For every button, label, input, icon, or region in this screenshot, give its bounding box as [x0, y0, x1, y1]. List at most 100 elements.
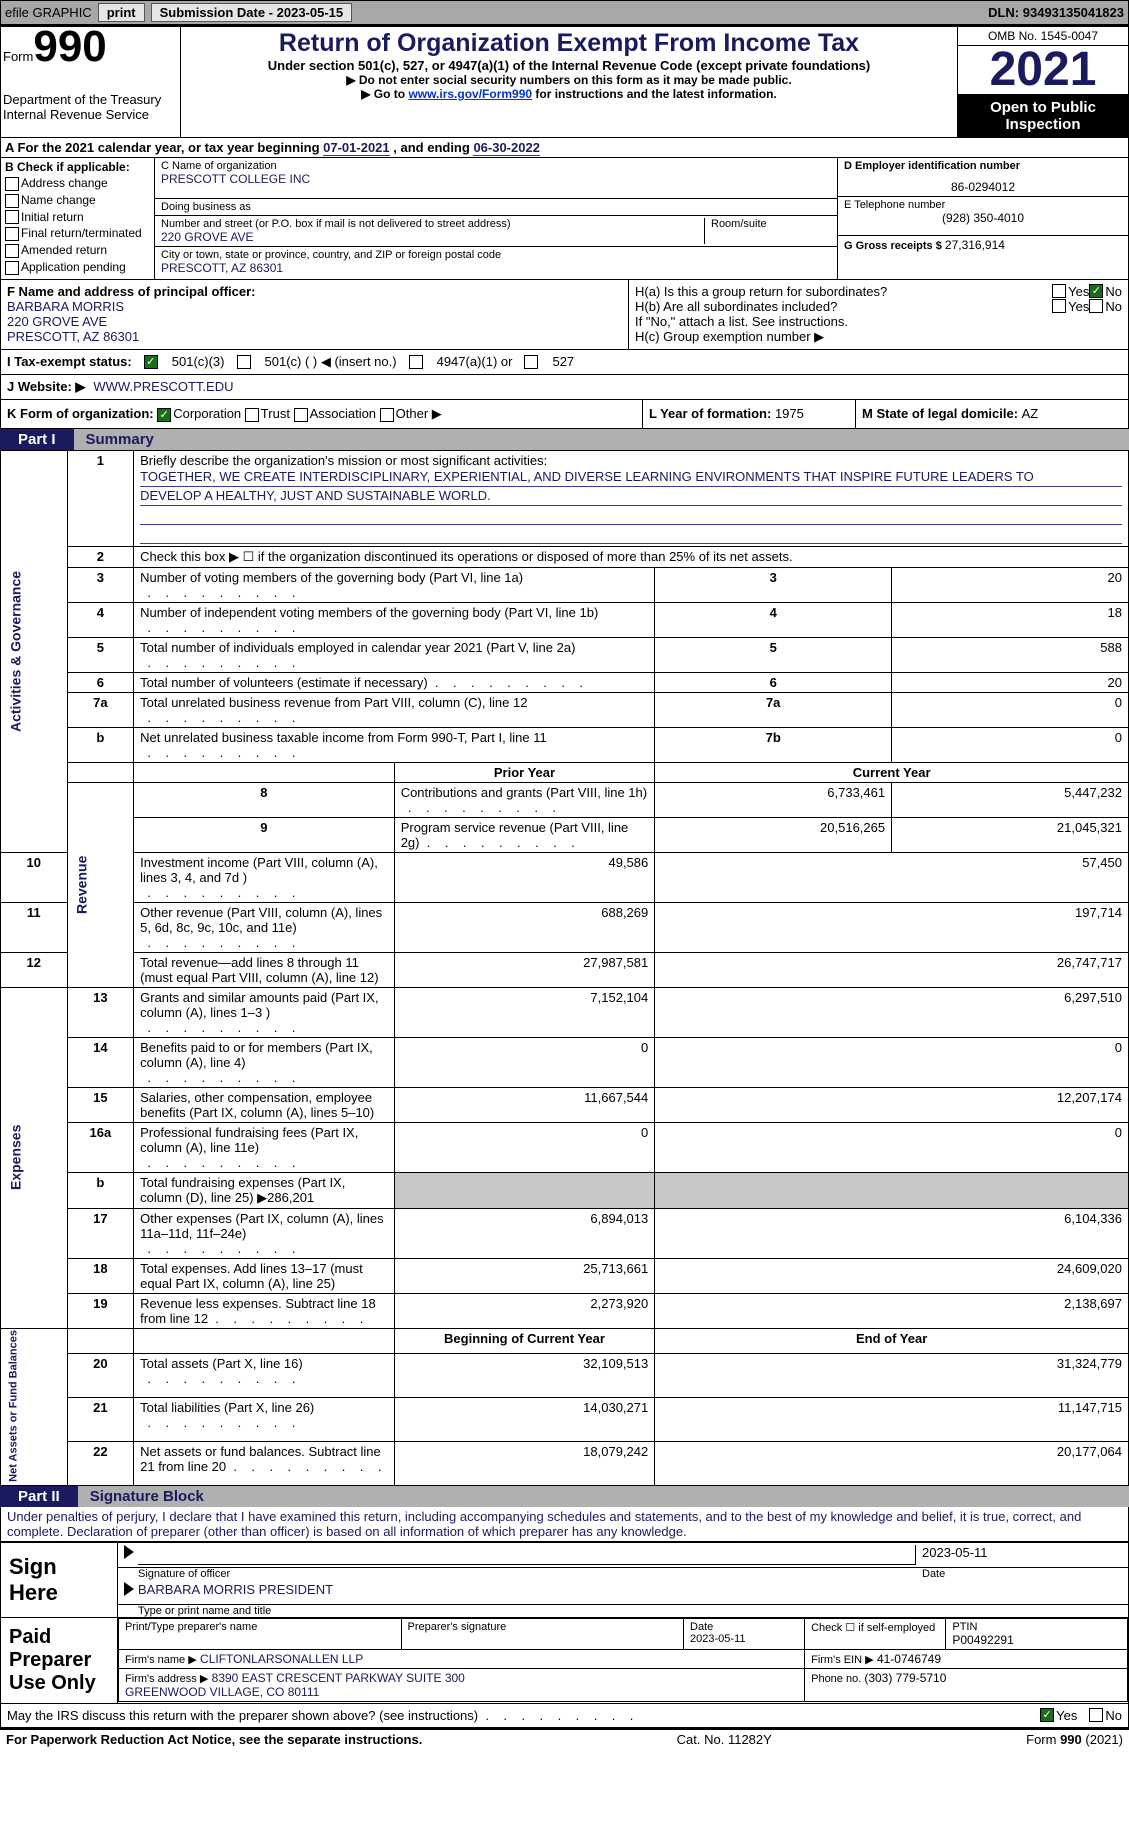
ptin-value: P00492291	[952, 1633, 1121, 1647]
paperwork-notice: For Paperwork Reduction Act Notice, see …	[6, 1732, 422, 1747]
col-prior-year: Prior Year	[394, 762, 655, 782]
officer-street: 220 GROVE AVE	[7, 314, 622, 329]
discuss-no[interactable]	[1089, 1708, 1103, 1722]
efile-label: efile GRAPHIC	[5, 5, 92, 20]
phone-value: (928) 350-4010	[844, 211, 1122, 225]
val-7b: 0	[892, 727, 1129, 762]
part-1-num: Part I	[0, 429, 74, 450]
sig-date: 2023-05-11	[915, 1545, 1122, 1565]
discuss-yes[interactable]: ✓	[1040, 1708, 1054, 1722]
ein-value: 86-0294012	[844, 180, 1122, 194]
cb-assoc[interactable]	[294, 408, 308, 422]
officer-city: PRESCOTT, AZ 86301	[7, 329, 622, 344]
street-value: 220 GROVE AVE	[161, 230, 704, 244]
cb-trust[interactable]	[245, 408, 259, 422]
ha-label: H(a) Is this a group return for subordin…	[635, 284, 1052, 299]
mission-label: Briefly describe the organization's miss…	[140, 453, 1122, 468]
officer-printed-name: BARBARA MORRIS PRESIDENT	[138, 1582, 333, 1602]
identity-block: B Check if applicable: Address change Na…	[0, 158, 1129, 280]
part-2-title: Signature Block	[78, 1486, 1129, 1507]
tax-status-label: I Tax-exempt status:	[7, 354, 132, 369]
firm-ein: 41-0746749	[877, 1652, 941, 1666]
val-7a: 0	[892, 692, 1129, 727]
cat-number: Cat. No. 11282Y	[677, 1732, 772, 1747]
vlabel-ag: Activities & Governance	[1, 450, 68, 852]
hb-no[interactable]	[1089, 299, 1103, 313]
tax-status-row: I Tax-exempt status: ✓501(c)(3) 501(c) (…	[0, 350, 1129, 375]
arrow-icon	[124, 1545, 134, 1559]
checkbox-application-pending[interactable]	[5, 261, 19, 275]
city-label: City or town, state or province, country…	[161, 249, 831, 261]
form-footer: Form 990 (2021)	[1026, 1732, 1123, 1747]
form-of-org-row: K Form of organization: ✓Corporation Tru…	[0, 400, 1129, 429]
phone-label: E Telephone number	[844, 199, 1122, 211]
website-label: J Website: ▶	[7, 379, 85, 395]
note-ssn: ▶ Do not enter social security numbers o…	[187, 73, 951, 87]
open-public: Open to Public Inspection	[958, 95, 1128, 137]
org-name: PRESCOTT COLLEGE INC	[161, 172, 831, 186]
irs-link[interactable]: www.irs.gov/Form990	[408, 87, 532, 101]
mission-text-2: DEVELOP A HEALTHY, JUST AND SUSTAINABLE …	[140, 487, 1122, 506]
part-1-title: Summary	[74, 429, 1129, 450]
sign-here-block: Sign Here 2023-05-11 Signature of office…	[0, 1542, 1129, 1618]
part-2-num: Part II	[0, 1486, 78, 1507]
l-label: L Year of formation:	[649, 406, 775, 421]
print-button[interactable]: print	[98, 3, 145, 22]
form-header: Form990 Department of the Treasury Inter…	[0, 25, 1129, 138]
tax-year: 2021	[958, 46, 1128, 95]
type-name-label: Type or print name and title	[118, 1605, 1128, 1617]
hb-note: If "No," attach a list. See instructions…	[635, 314, 1122, 329]
sign-here-label: Sign Here	[1, 1543, 118, 1617]
footer-row: For Paperwork Reduction Act Notice, see …	[0, 1728, 1129, 1749]
m-value: AZ	[1022, 406, 1039, 421]
paid-preparer-label: Paid Preparer Use Only	[1, 1618, 118, 1703]
room-label: Room/suite	[711, 218, 831, 230]
firm-phone: (303) 779-5710	[864, 1671, 946, 1685]
ha-yes[interactable]	[1052, 284, 1066, 298]
gross-label: G Gross receipts $	[844, 240, 945, 252]
form-word: Form	[3, 49, 33, 64]
line2: Check this box ▶ ☐ if the organization d…	[134, 546, 1129, 567]
col-eoy: End of Year	[655, 1328, 1129, 1353]
firm-name: CLIFTONLARSONALLEN LLP	[200, 1652, 363, 1666]
ha-no[interactable]: ✓	[1089, 284, 1103, 298]
dln: DLN: 93493135041823	[988, 5, 1124, 20]
cb-other[interactable]	[380, 408, 394, 422]
form-number: 990	[33, 22, 106, 71]
l-value: 1975	[775, 406, 804, 421]
website-row: J Website: ▶ WWW.PRESCOTT.EDU	[0, 375, 1129, 400]
mission-text-1: TOGETHER, WE CREATE INTERDISCIPLINARY, E…	[140, 468, 1122, 487]
val-4: 18	[892, 602, 1129, 637]
checkbox-name-change[interactable]	[5, 194, 19, 208]
vlabel-na: Net Assets or Fund Balances	[1, 1328, 68, 1485]
checkbox-amended-return[interactable]	[5, 244, 19, 258]
period-row: A For the 2021 calendar year, or tax yea…	[0, 138, 1129, 158]
officer-label: F Name and address of principal officer:	[7, 284, 622, 299]
hb-label: H(b) Are all subordinates included?	[635, 299, 1052, 314]
dept-label: Department of the Treasury	[3, 92, 178, 107]
hb-yes[interactable]	[1052, 299, 1066, 313]
cb-4947[interactable]	[409, 355, 423, 369]
cb-501c3[interactable]: ✓	[144, 355, 158, 369]
note-link: ▶ Go to www.irs.gov/Form990 for instruct…	[187, 87, 951, 101]
cb-527[interactable]	[524, 355, 538, 369]
penalty-statement: Under penalties of perjury, I declare th…	[0, 1507, 1129, 1542]
paid-preparer-block: Paid Preparer Use Only Print/Type prepar…	[0, 1618, 1129, 1704]
col-boc: Beginning of Current Year	[394, 1328, 655, 1353]
checkbox-initial-return[interactable]	[5, 210, 19, 224]
checkbox-final-return[interactable]	[5, 227, 19, 241]
sig-officer-label: Signature of officer	[138, 1568, 922, 1580]
cb-corp[interactable]: ✓	[157, 408, 171, 422]
checkbox-address-change[interactable]	[5, 177, 19, 191]
val-5: 588	[892, 637, 1129, 672]
part-2-header: Part II Signature Block	[0, 1486, 1129, 1507]
irs-label: Internal Revenue Service	[3, 107, 178, 122]
vlabel-rev: Revenue	[67, 782, 134, 987]
officer-group-block: F Name and address of principal officer:…	[0, 280, 1129, 350]
cb-501c[interactable]	[237, 355, 251, 369]
col-current-year: Current Year	[655, 762, 1129, 782]
part-1-header: Part I Summary	[0, 429, 1129, 450]
submission-date: Submission Date - 2023-05-15	[151, 3, 353, 22]
val-3: 20	[892, 567, 1129, 602]
arrow-icon	[124, 1582, 134, 1596]
